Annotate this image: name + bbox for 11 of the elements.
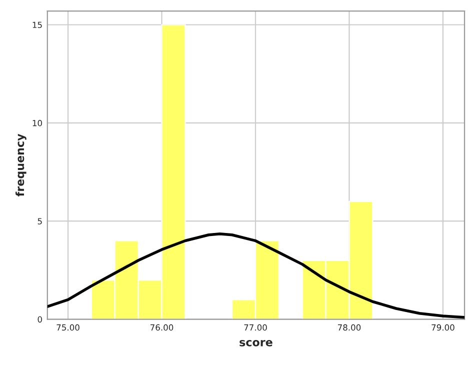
y-tick-label: 5 — [38, 218, 42, 224]
x-tick-label: 79.00 — [432, 324, 454, 331]
x-tick-label: 77.00 — [244, 324, 267, 331]
x-tick-label: 78.00 — [338, 324, 361, 331]
y-tick-label: 10 — [32, 120, 42, 126]
x-tick-label: 76.00 — [150, 324, 174, 331]
y-tick-label: 15 — [32, 22, 42, 28]
y-tick-label: 0 — [38, 316, 42, 323]
x-axis-title: score — [240, 340, 272, 346]
y-axis-title: frequency — [16, 134, 26, 196]
x-tick-label: 75.00 — [56, 324, 80, 331]
